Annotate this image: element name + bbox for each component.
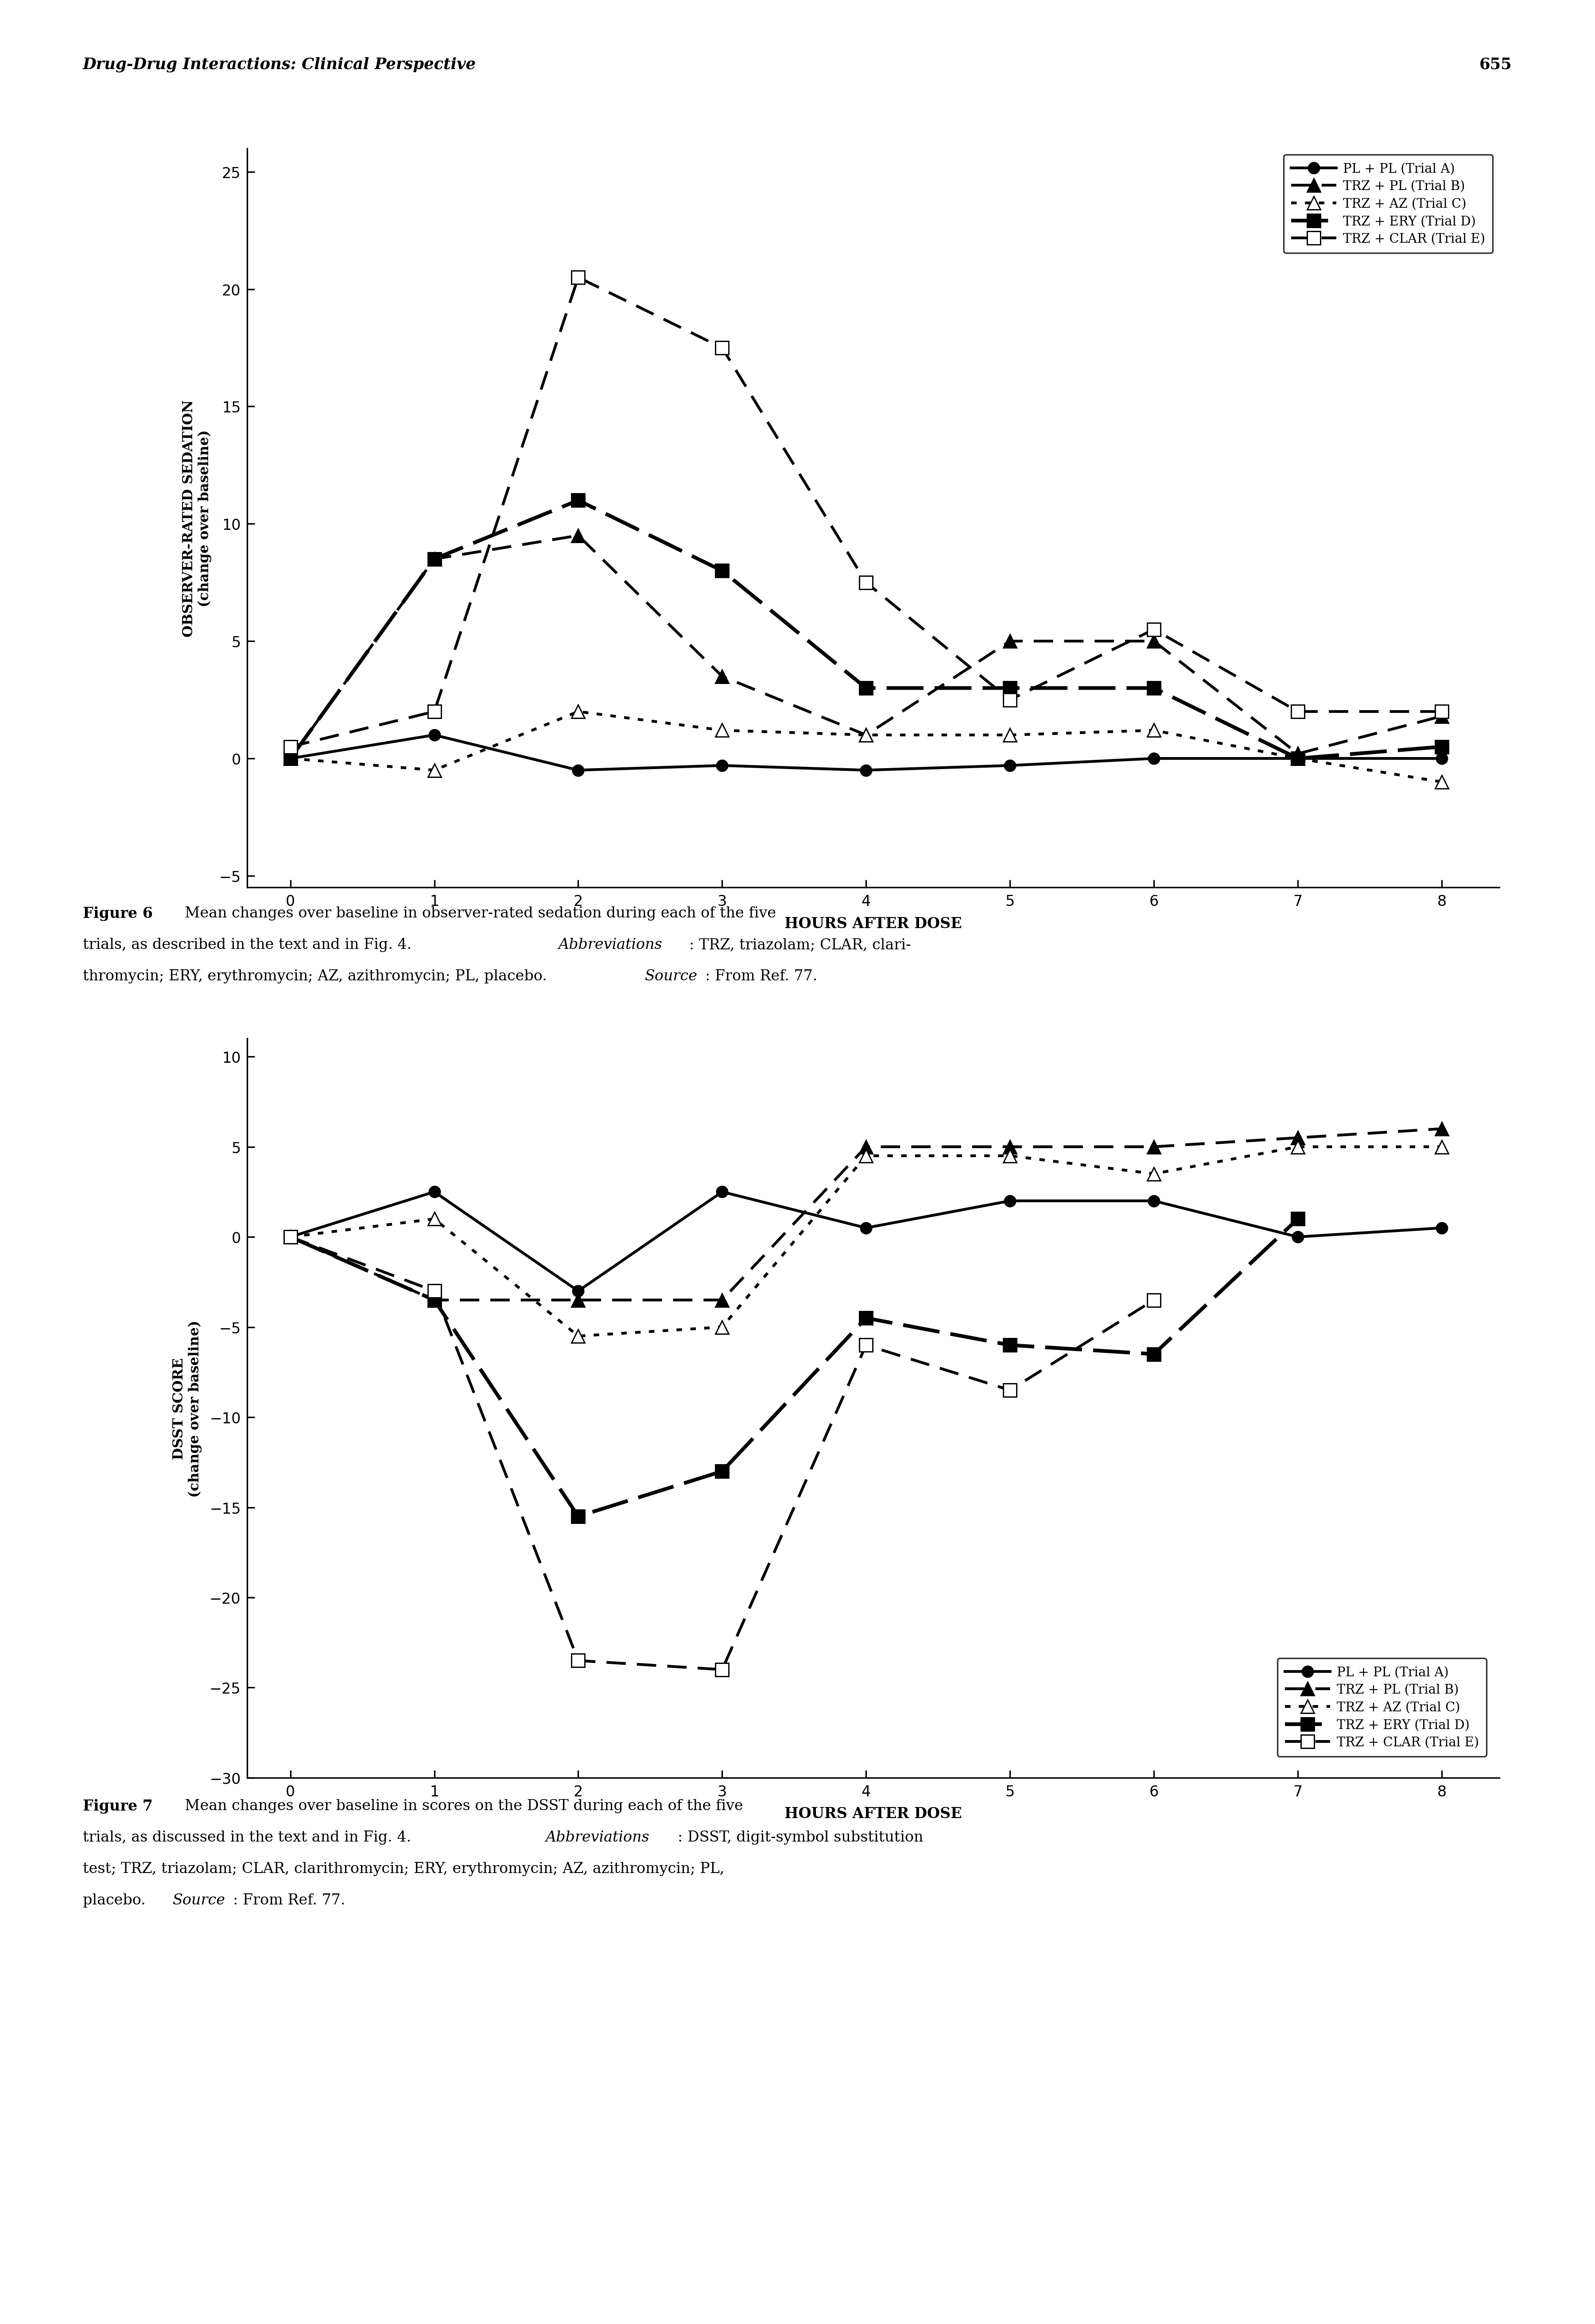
Text: Mean changes over baseline in observer-rated sedation during each of the five: Mean changes over baseline in observer-r… xyxy=(175,906,777,920)
Text: Figure 7: Figure 7 xyxy=(83,1799,153,1813)
Text: trials, as described in the text and in Fig. 4.: trials, as described in the text and in … xyxy=(83,937,416,953)
Text: : From Ref. 77.: : From Ref. 77. xyxy=(705,969,817,983)
Text: Mean changes over baseline in scores on the DSST during each of the five: Mean changes over baseline in scores on … xyxy=(175,1799,743,1813)
Text: : DSST, digit-symbol substitution: : DSST, digit-symbol substitution xyxy=(678,1831,924,1845)
Text: : From Ref. 77.: : From Ref. 77. xyxy=(233,1892,345,1908)
Text: placebo.: placebo. xyxy=(83,1892,150,1908)
Text: trials, as discussed in the text and in Fig. 4.: trials, as discussed in the text and in … xyxy=(83,1831,416,1845)
Y-axis label: DSST SCORE
(change over baseline): DSST SCORE (change over baseline) xyxy=(172,1320,203,1497)
Text: Source: Source xyxy=(172,1892,225,1908)
Text: Figure 6: Figure 6 xyxy=(83,906,153,920)
Text: Abbreviations: Abbreviations xyxy=(558,937,662,953)
Text: thromycin; ERY, erythromycin; AZ, azithromycin; PL, placebo.: thromycin; ERY, erythromycin; AZ, azithr… xyxy=(83,969,552,983)
Text: 655: 655 xyxy=(1480,56,1512,72)
Legend: PL + PL (Trial A), TRZ + PL (Trial B), TRZ + AZ (Trial C), TRZ + ERY (Trial D), : PL + PL (Trial A), TRZ + PL (Trial B), T… xyxy=(1278,1659,1487,1757)
Legend: PL + PL (Trial A), TRZ + PL (Trial B), TRZ + AZ (Trial C), TRZ + ERY (Trial D), : PL + PL (Trial A), TRZ + PL (Trial B), T… xyxy=(1284,156,1493,253)
Text: Abbreviations: Abbreviations xyxy=(545,1831,649,1845)
X-axis label: HOURS AFTER DOSE: HOURS AFTER DOSE xyxy=(785,916,962,932)
Y-axis label: OBSERVER-RATED SEDATION
(change over baseline): OBSERVER-RATED SEDATION (change over bas… xyxy=(182,400,212,637)
Text: Drug-Drug Interactions: Clinical Perspective: Drug-Drug Interactions: Clinical Perspec… xyxy=(83,56,477,72)
Text: Source: Source xyxy=(644,969,697,983)
X-axis label: HOURS AFTER DOSE: HOURS AFTER DOSE xyxy=(785,1806,962,1822)
Text: test; TRZ, triazolam; CLAR, clarithromycin; ERY, erythromycin; AZ, azithromycin;: test; TRZ, triazolam; CLAR, clarithromyc… xyxy=(83,1862,724,1875)
Text: : TRZ, triazolam; CLAR, clari-: : TRZ, triazolam; CLAR, clari- xyxy=(689,937,911,953)
